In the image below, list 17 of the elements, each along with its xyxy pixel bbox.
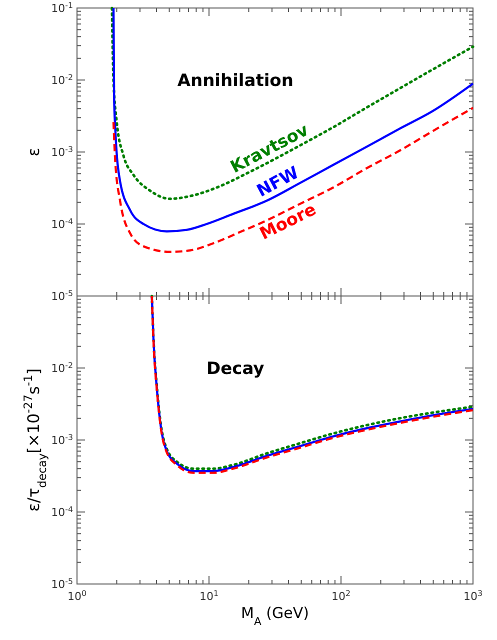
y-tick-label: 10$^{-4}$ [51, 504, 73, 519]
y-tick-label: 10$^{-5}$ [51, 288, 73, 303]
y-tick-label: 10$^{-2}$ [51, 72, 73, 87]
x-axis-title: M$_{A}$ (GeV) [241, 604, 309, 628]
x-tick-label: 10$^{2}$ [331, 588, 351, 603]
x-tick-label: 10$^{3}$ [463, 588, 483, 603]
annotation: Decay [206, 358, 264, 379]
y-tick-label: 10$^{-1}$ [51, 0, 73, 15]
y-tick-label: 10$^{-3}$ [51, 144, 73, 159]
x-tick-label: 10$^{1}$ [199, 588, 219, 603]
annotation: Annihilation [177, 70, 294, 91]
y-tick-label: 10$^{-2}$ [51, 360, 73, 375]
y-tick-label: 10$^{-4}$ [51, 216, 73, 231]
y-axis-title: ε [24, 148, 43, 156]
y-tick-label: 10$^{-5}$ [51, 576, 73, 591]
y-tick-label: 10$^{-3}$ [51, 432, 73, 447]
x-tick-label: 10$^{0}$ [67, 588, 87, 603]
